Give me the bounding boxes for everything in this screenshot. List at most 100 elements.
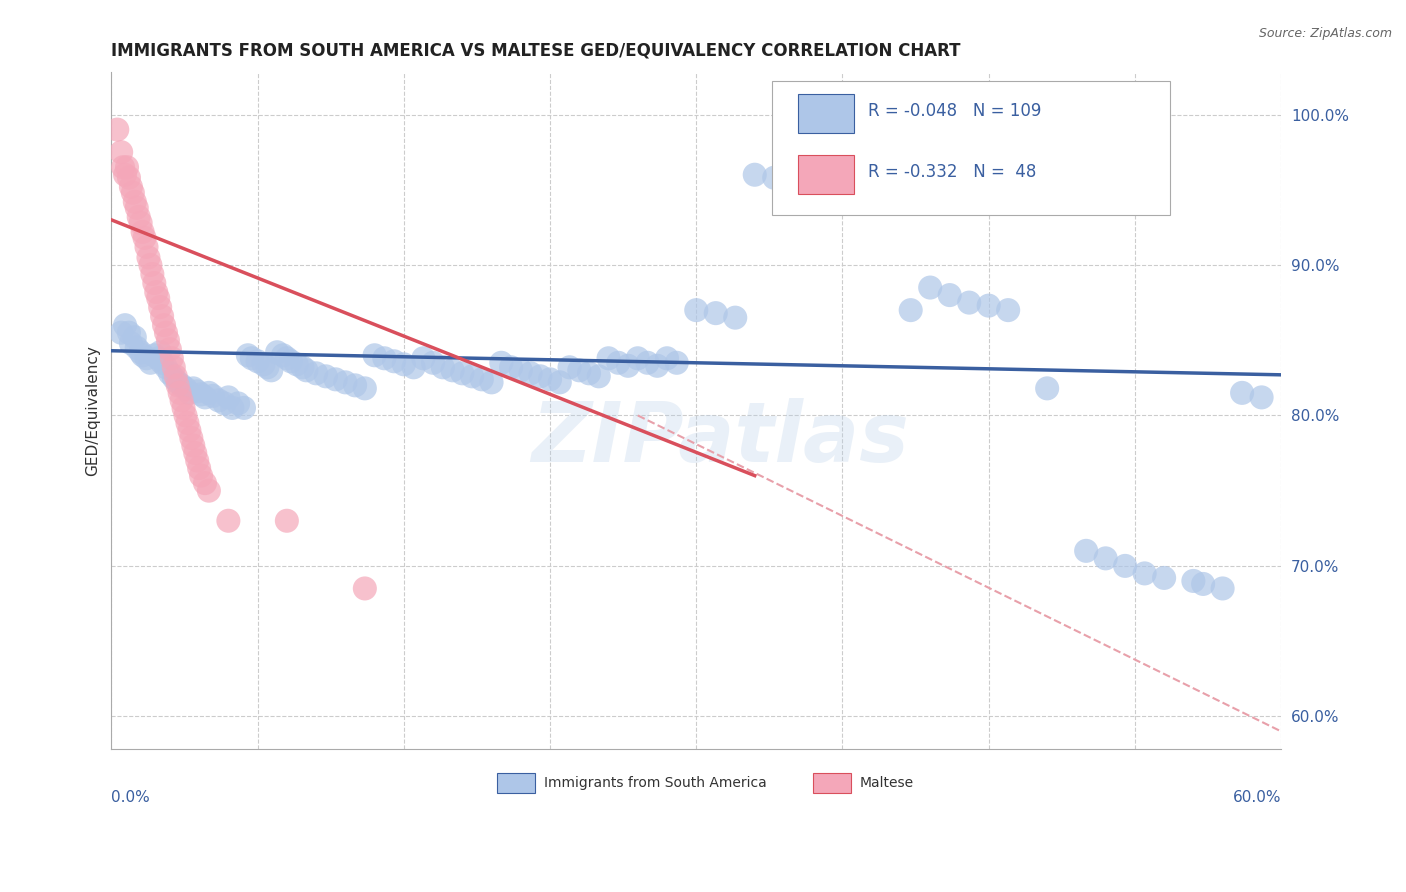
Point: [186, 384, 208, 399]
Point: [169, 385, 191, 400]
Text: 60.0%: 60.0%: [1233, 790, 1281, 805]
Point: [129, 216, 152, 230]
Point: [198, 385, 221, 400]
Point: [1230, 385, 1253, 400]
Point: [134, 231, 156, 245]
Point: [441, 363, 464, 377]
Point: [166, 378, 188, 392]
Point: [163, 371, 186, 385]
Point: [135, 351, 157, 366]
Point: [128, 210, 150, 224]
Point: [236, 348, 259, 362]
Point: [276, 514, 298, 528]
Point: [558, 360, 581, 375]
Point: [124, 330, 146, 344]
Point: [471, 372, 494, 386]
Point: [627, 351, 650, 366]
Point: [305, 367, 328, 381]
Point: [529, 369, 551, 384]
Point: [143, 348, 166, 362]
Point: [186, 453, 208, 467]
Point: [1114, 558, 1136, 573]
Point: [285, 357, 308, 371]
Text: IMMIGRANTS FROM SOUTH AMERICA VS MALTESE GED/EQUIVALENCY CORRELATION CHART: IMMIGRANTS FROM SOUTH AMERICA VS MALTESE…: [111, 42, 960, 60]
Point: [252, 357, 274, 371]
Point: [1182, 574, 1205, 588]
Point: [125, 201, 148, 215]
Point: [149, 300, 172, 314]
Text: R = -0.048   N = 109: R = -0.048 N = 109: [868, 102, 1042, 120]
Point: [233, 401, 256, 415]
Point: [763, 170, 786, 185]
Point: [997, 303, 1019, 318]
Point: [125, 341, 148, 355]
Bar: [813, 773, 851, 794]
Point: [266, 345, 288, 359]
Point: [880, 170, 903, 185]
Point: [153, 318, 176, 333]
Point: [139, 258, 162, 272]
Point: [276, 351, 298, 366]
Point: [150, 309, 173, 323]
Point: [159, 367, 181, 381]
Point: [170, 378, 193, 392]
Point: [1133, 566, 1156, 581]
Point: [105, 122, 128, 136]
Point: [148, 351, 170, 366]
Point: [685, 303, 707, 318]
Point: [188, 461, 211, 475]
Point: [160, 351, 183, 366]
Point: [139, 356, 162, 370]
Text: ZIPatlas: ZIPatlas: [530, 398, 908, 478]
Point: [353, 582, 375, 596]
Point: [240, 351, 263, 366]
Point: [821, 160, 844, 174]
Point: [217, 391, 239, 405]
Point: [325, 372, 347, 386]
Point: [124, 194, 146, 209]
Point: [217, 514, 239, 528]
Bar: [799, 94, 855, 134]
Point: [131, 348, 153, 362]
Point: [166, 376, 188, 390]
Point: [704, 306, 727, 320]
Point: [194, 391, 217, 405]
Point: [198, 483, 221, 498]
Point: [221, 401, 243, 415]
Point: [1192, 577, 1215, 591]
Point: [1036, 381, 1059, 395]
Point: [149, 345, 172, 359]
Point: [260, 363, 283, 377]
Point: [179, 424, 201, 438]
Point: [174, 409, 197, 423]
Point: [392, 357, 415, 371]
Point: [194, 476, 217, 491]
Point: [373, 351, 395, 366]
Bar: [799, 155, 855, 194]
Point: [179, 385, 201, 400]
Point: [110, 326, 132, 340]
Point: [163, 360, 186, 375]
Point: [184, 446, 207, 460]
Point: [135, 240, 157, 254]
Point: [509, 363, 531, 377]
Point: [114, 318, 136, 333]
Point: [118, 326, 141, 340]
Point: [957, 295, 980, 310]
Point: [207, 393, 229, 408]
Point: [1076, 544, 1098, 558]
Point: [665, 356, 688, 370]
Point: [156, 333, 179, 347]
Point: [131, 225, 153, 239]
Point: [148, 291, 170, 305]
Text: Immigrants from South America: Immigrants from South America: [544, 776, 766, 790]
Point: [120, 336, 142, 351]
Point: [138, 251, 160, 265]
Point: [548, 376, 571, 390]
Point: [461, 369, 484, 384]
Point: [159, 343, 181, 357]
Point: [568, 363, 591, 377]
Point: [315, 369, 337, 384]
Point: [938, 288, 960, 302]
Point: [115, 160, 138, 174]
